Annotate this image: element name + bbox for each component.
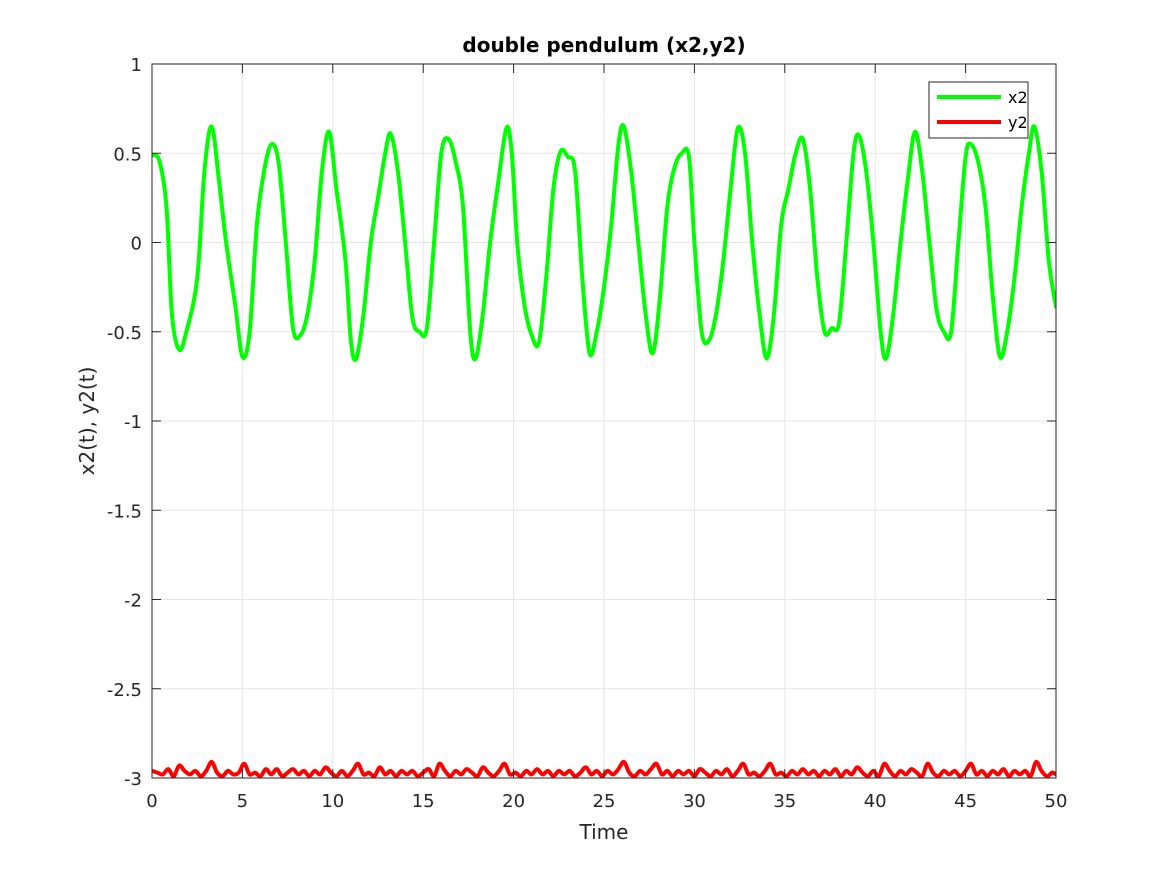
x-tick-label: 15 — [412, 791, 435, 812]
legend-label-x2: x2 — [1008, 88, 1028, 107]
x-tick-label: 25 — [593, 791, 616, 812]
y-tick-label: 1 — [131, 55, 142, 76]
grid — [152, 64, 1056, 778]
y-tick-label: -3 — [124, 769, 142, 790]
y-tick-label: -0.5 — [107, 323, 142, 344]
chart-title: double pendulum (x2,y2) — [462, 33, 745, 57]
y-tick-label: -1 — [124, 412, 142, 433]
x-tick-label: 20 — [502, 791, 525, 812]
series-line-y2 — [152, 759, 1056, 779]
x-tick-label: 5 — [237, 791, 248, 812]
x-tick-label: 40 — [864, 791, 887, 812]
x-tick-labels: 0 5 10 15 20 25 30 35 40 45 50 — [146, 791, 1067, 812]
x-tick-label: 50 — [1045, 791, 1068, 812]
series-lines — [152, 123, 1056, 779]
y-tick-label: -2.5 — [107, 680, 142, 701]
x-tick-label: 45 — [954, 791, 977, 812]
y-tick-label: 0 — [131, 234, 142, 255]
legend-box — [928, 81, 1029, 139]
legend: x2 y2 — [928, 81, 1029, 139]
plot-area: 0 5 10 15 20 25 30 35 40 45 50 1 0.5 0 -0.5 -1 -1.5 -2 -2… — [107, 55, 1068, 812]
y-tick-label: 0.5 — [113, 144, 142, 165]
legend-label-y2: y2 — [1008, 113, 1028, 132]
series-line-x2 — [152, 123, 1056, 362]
y-axis-label: x2(t), y2(t) — [75, 367, 99, 476]
y-tick-labels: 1 0.5 0 -0.5 -1 -1.5 -2 -2.5 -3 — [107, 55, 142, 790]
x-tick-label: 30 — [683, 791, 706, 812]
x-tick-label: 0 — [146, 791, 157, 812]
y-tick-label: -1.5 — [107, 501, 142, 522]
x-tick-label: 35 — [773, 791, 796, 812]
ticks — [151, 63, 1057, 779]
y-tick-label: -2 — [124, 591, 142, 612]
x-axis-label: Time — [579, 820, 629, 844]
x-tick-label: 10 — [321, 791, 344, 812]
